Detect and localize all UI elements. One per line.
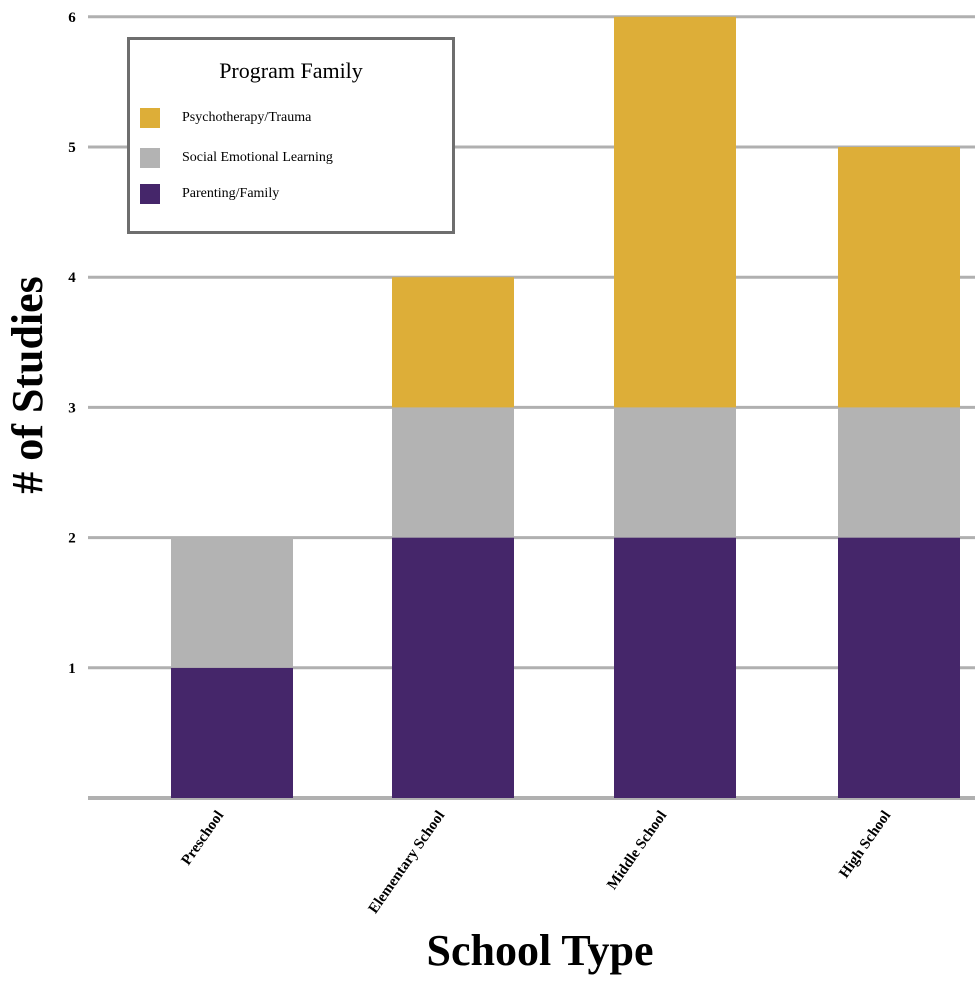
legend-label: Parenting/Family bbox=[182, 186, 280, 201]
y-axis-title: # of Studies bbox=[3, 276, 52, 494]
x-axis-title: School Type bbox=[427, 926, 654, 975]
legend: Program Family Psychotherapy/Trauma Soci… bbox=[127, 37, 455, 234]
bar-segment-parenting-family bbox=[171, 667, 293, 798]
legend-item-sel: Social Emotional Learning bbox=[140, 148, 333, 168]
bar-segment-psychotherapy-trauma bbox=[392, 277, 514, 408]
x-tick-label: Preschool bbox=[178, 808, 227, 868]
bar-segment-psychotherapy-trauma bbox=[838, 147, 960, 408]
legend-swatch-psychotherapy bbox=[140, 108, 160, 128]
y-tick-label: 1 bbox=[68, 661, 76, 677]
legend-label: Social Emotional Learning bbox=[182, 150, 333, 165]
y-tick-label: 2 bbox=[68, 531, 76, 547]
legend-item-psychotherapy: Psychotherapy/Trauma bbox=[140, 108, 311, 128]
bar-segment-parenting-family bbox=[614, 537, 736, 798]
bar-segment-social-emotional-learning bbox=[171, 537, 293, 668]
bar-segment-social-emotional-learning bbox=[392, 407, 514, 538]
legend-title: Program Family bbox=[219, 58, 363, 83]
bar-segment-psychotherapy-trauma bbox=[614, 16, 736, 408]
y-tick-label: 3 bbox=[68, 400, 76, 416]
legend-swatch-sel bbox=[140, 148, 160, 168]
legend-item-parenting: Parenting/Family bbox=[140, 184, 279, 204]
bar-segment-social-emotional-learning bbox=[838, 407, 960, 538]
legend-swatch-parenting bbox=[140, 184, 160, 204]
x-tick-label: Elementary School bbox=[366, 808, 449, 916]
y-tick-label: 5 bbox=[68, 140, 76, 156]
legend-label: Psychotherapy/Trauma bbox=[182, 110, 312, 125]
bar-segment-parenting-family bbox=[392, 537, 514, 798]
y-tick-label: 6 bbox=[68, 10, 76, 26]
x-tick-label: High School bbox=[836, 808, 894, 881]
y-tick-label: 4 bbox=[68, 270, 76, 286]
x-tick-label: Middle School bbox=[604, 808, 670, 893]
bar-segment-social-emotional-learning bbox=[614, 407, 736, 538]
bar-segment-parenting-family bbox=[838, 537, 960, 798]
